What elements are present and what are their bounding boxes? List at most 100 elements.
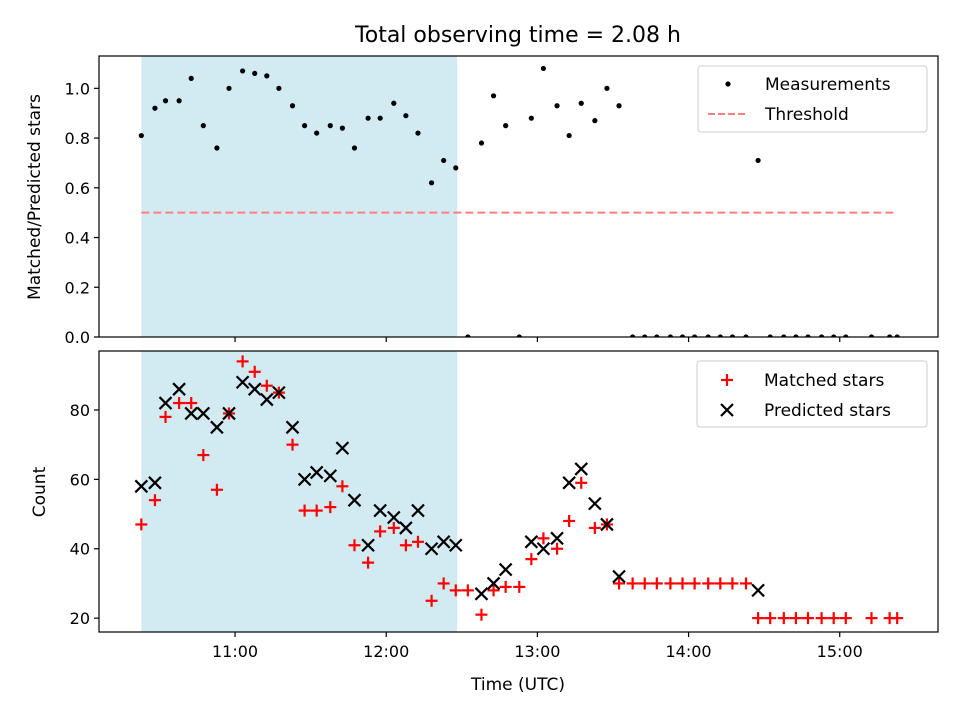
legend-count: Matched stars Predicted stars — [696, 360, 928, 428]
predicted-stars-point — [424, 541, 439, 556]
matched-stars-point — [764, 612, 777, 625]
matched-stars-point — [815, 612, 828, 625]
matched-stars-point — [260, 379, 273, 392]
measurement-point — [729, 334, 736, 337]
predicted-stars-point — [474, 587, 489, 601]
y-tick-label: 20 — [70, 609, 90, 628]
measurement-point — [441, 157, 447, 164]
measurement-point — [152, 105, 158, 111]
measurement-point — [755, 157, 761, 164]
matched-stars-point — [626, 577, 639, 590]
measurement-point — [868, 334, 875, 337]
y-tick-label: 0.0 — [65, 328, 90, 347]
legend-matched-label: Matched stars — [764, 371, 884, 391]
predicted-stars-point — [361, 538, 375, 553]
y-tick-label: 0.6 — [65, 179, 90, 198]
measurement-point — [717, 334, 723, 337]
matched-stars-point — [714, 577, 727, 590]
y-axis-label-count: Count — [30, 466, 50, 517]
matched-stars-point — [777, 612, 790, 625]
matched-stars-point — [374, 525, 387, 538]
measurement-point — [162, 98, 169, 104]
measurement-point — [264, 73, 270, 79]
predicted-stars-point — [524, 535, 539, 549]
measurement-point — [743, 334, 749, 337]
measurement-point — [490, 93, 497, 99]
panel-count: 20 40 60 80 11:00 12:00 13:00 14:00 15:00 Count… — [30, 350, 939, 695]
plot-frame-bottom — [98, 350, 939, 633]
measurement-point — [630, 334, 636, 337]
matched-stars-point — [752, 612, 765, 625]
y-tick-label: 80 — [70, 401, 90, 420]
y-tick-label: 0.8 — [65, 129, 90, 148]
matched-stars-point — [650, 577, 663, 590]
predicted-stars-point — [399, 521, 413, 535]
predicted-stars-point — [387, 510, 401, 525]
measurement-point — [654, 334, 660, 337]
matched-stars-point — [740, 577, 753, 590]
matched-stars-point — [702, 577, 715, 590]
measurement-point — [503, 123, 509, 129]
measurement-point — [528, 115, 534, 121]
measurement-point — [566, 132, 572, 139]
measurement-point — [453, 165, 459, 171]
matched-stars-point — [197, 449, 210, 462]
x-tick-label: 15:00 — [817, 642, 863, 661]
matched-stars-point — [801, 612, 814, 625]
x-tick-label: 12:00 — [363, 642, 409, 661]
measurement-point — [214, 145, 220, 151]
matched-stars-point — [461, 584, 474, 597]
predicted-stars-point — [373, 503, 387, 518]
x-tick-label: 11:00 — [212, 642, 258, 661]
legend-predicted-marker-icon — [720, 403, 734, 417]
predicted-stars-point — [562, 476, 576, 490]
matched-stars-point — [324, 501, 337, 514]
measurement-point — [843, 334, 849, 337]
matched-stars-point — [525, 553, 538, 566]
measurement-point — [301, 123, 308, 129]
measurement-point — [667, 334, 674, 337]
matched-stars-point — [638, 577, 651, 590]
matched-stars-point — [588, 521, 601, 534]
predicted-stars-point — [222, 406, 236, 421]
measurement-point — [604, 85, 610, 91]
measurement-point — [781, 334, 787, 337]
legend-measurements-label: Measurements — [765, 75, 891, 95]
y-tick-label: 0.4 — [65, 229, 90, 248]
matched-stars-point — [387, 521, 400, 534]
measurement-point — [252, 70, 258, 77]
measurement-point — [138, 132, 144, 139]
predicted-stars-point — [323, 469, 338, 483]
matched-stars-point — [411, 535, 424, 548]
measurement-point — [188, 75, 194, 81]
panel-ratio: 0.0 0.2 0.4 0.6 0.8 1.0 Matched/Predicted sta… — [25, 55, 939, 347]
predicted-stars-point — [550, 531, 564, 546]
predicted-stars-point — [134, 479, 149, 494]
predicted-stars-point — [486, 576, 501, 591]
matched-stars-point — [551, 542, 564, 555]
y-tick-label: 40 — [70, 540, 90, 559]
matched-stars-point — [487, 584, 500, 597]
matched-stars-point — [537, 532, 550, 545]
matched-stars-point — [148, 494, 161, 507]
matched-stars-point — [298, 504, 311, 517]
predicted-stars-point — [574, 462, 589, 476]
y-tick-label: 0.2 — [65, 278, 90, 297]
matched-stars-point — [726, 577, 739, 590]
matched-stars-point — [437, 577, 450, 590]
matched-stars-point — [865, 612, 878, 625]
measurement-point — [276, 85, 282, 91]
measurement-point — [314, 130, 320, 136]
measurement-point — [692, 334, 698, 337]
predicted-stars-point — [210, 420, 224, 435]
matched-stars-point — [210, 483, 223, 496]
matched-stars-point — [159, 410, 172, 423]
matched-stars-point — [789, 612, 802, 625]
predicted-stars-point — [247, 382, 262, 396]
legend-ratio: Measurements Threshold — [697, 65, 928, 133]
y-tick-label: 60 — [70, 470, 90, 489]
measurement-point — [793, 334, 799, 337]
measurement-point — [200, 123, 206, 129]
matched-stars-point — [827, 612, 840, 625]
